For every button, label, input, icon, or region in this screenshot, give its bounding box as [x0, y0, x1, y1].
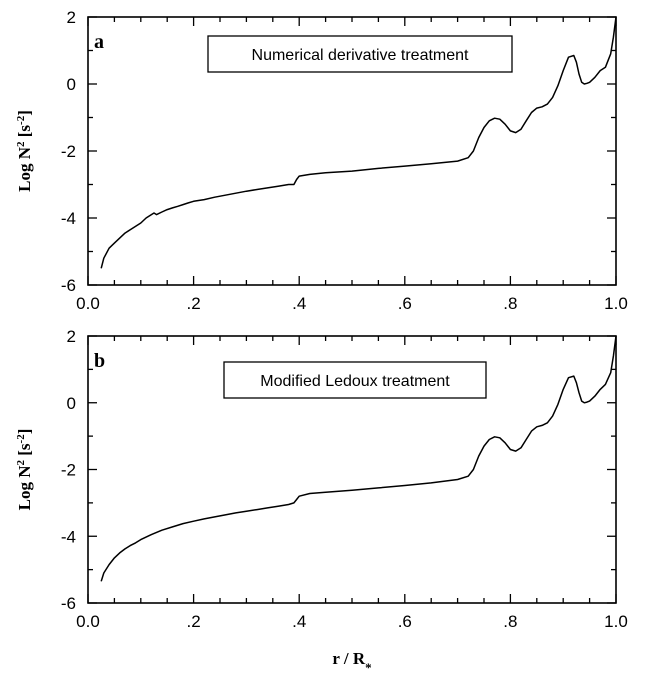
y-tick-label: 2 [67, 327, 76, 346]
x-tick-label: 0.0 [76, 612, 100, 631]
x-tick-label: 1.0 [604, 612, 628, 631]
x-tick-label: .2 [187, 294, 201, 313]
x-axis-title: r / R* [332, 649, 371, 675]
annotation-text: Numerical derivative treatment [252, 47, 470, 64]
annotation-box [223, 361, 487, 399]
y-axis-title: Log N2 [s-2] [15, 429, 34, 511]
y-tick-label: -2 [61, 142, 76, 161]
y-tick-label: 0 [67, 75, 76, 94]
y-axis-title: Log N2 [s-2] [15, 110, 34, 192]
y-tick-label: -6 [61, 594, 76, 613]
y-tick-label: -4 [61, 209, 76, 228]
series-line-b [100, 335, 617, 582]
series-line-a [100, 16, 617, 269]
x-tick-label: 1.0 [604, 294, 628, 313]
panel-label: b [94, 350, 105, 372]
y-tick-label: 0 [67, 394, 76, 413]
y-tick-label: 2 [67, 8, 76, 27]
x-tick-label: .2 [187, 612, 201, 631]
x-tick-label: .4 [292, 612, 306, 631]
x-tick-label: .4 [292, 294, 306, 313]
y-tick-label: -2 [61, 461, 76, 480]
annotation-box [207, 35, 513, 73]
y-tick-label: -6 [61, 276, 76, 295]
x-tick-label: .8 [503, 612, 517, 631]
x-tick-label: .8 [503, 294, 517, 313]
annotation-text: Modified Ledoux treatment [260, 373, 450, 390]
x-tick-label: .6 [398, 294, 412, 313]
x-tick-label: 0.0 [76, 294, 100, 313]
x-tick-label: .6 [398, 612, 412, 631]
panel-label: a [94, 31, 104, 53]
y-tick-label: -4 [61, 527, 76, 546]
